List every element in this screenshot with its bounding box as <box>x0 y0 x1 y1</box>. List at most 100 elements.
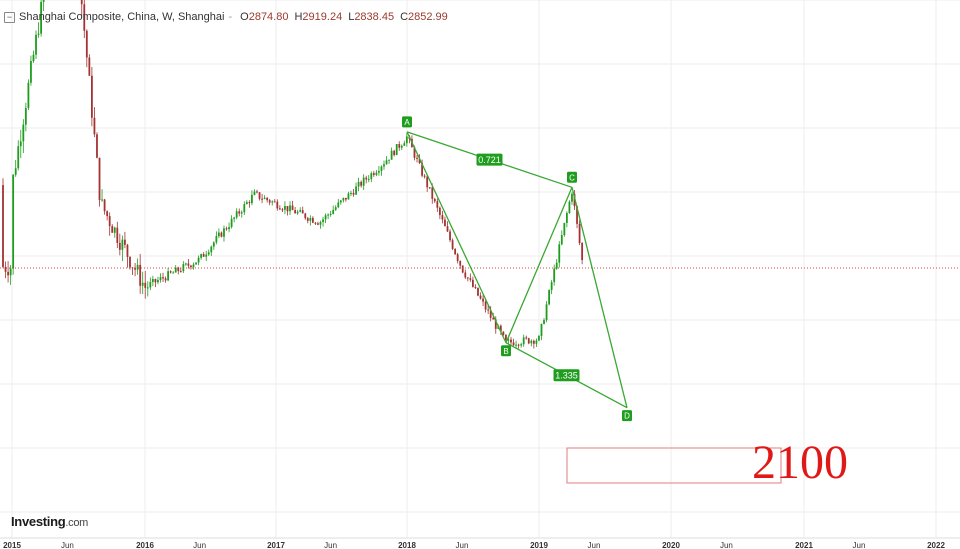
candle-body <box>474 286 477 288</box>
candle-body <box>91 75 93 118</box>
candle-body <box>121 239 124 250</box>
candle-body <box>365 177 368 180</box>
candle-body <box>573 193 576 207</box>
candle-body <box>393 150 396 156</box>
target-price-label: 2100 <box>752 436 848 489</box>
candle-body <box>525 337 528 339</box>
candle-body <box>169 271 172 273</box>
candle-body <box>184 263 187 265</box>
abcd-pattern[interactable]: 0.721 1.335 A B C D <box>402 116 632 422</box>
ohlc-value-close: 2852.99 <box>408 11 448 23</box>
candle-body <box>124 239 126 245</box>
ohlc-value-low: 2838.45 <box>354 11 395 23</box>
candle-body <box>276 201 279 209</box>
point-marker-bg <box>501 345 511 357</box>
candle-body <box>383 164 385 167</box>
candle-body <box>416 157 418 159</box>
candle-body <box>281 209 284 211</box>
candle-body <box>489 310 492 318</box>
candle-body <box>177 267 180 272</box>
ratio-label-bg <box>476 153 503 166</box>
candle-body <box>565 213 568 223</box>
candle-body <box>243 204 246 213</box>
x-tick-label: 2015 <box>3 541 21 549</box>
x-tick-label: Jun <box>853 541 866 549</box>
point-marker-bg <box>622 410 632 422</box>
candle-body <box>502 331 505 335</box>
candle-body <box>403 143 406 146</box>
candle-body <box>388 159 390 161</box>
x-tick-label: 2019 <box>530 541 548 549</box>
candle-body <box>162 277 164 279</box>
collapse-minus-icon[interactable]: − <box>4 11 15 23</box>
candle-body <box>543 320 545 324</box>
candle-body <box>456 254 459 261</box>
candle-body <box>294 210 296 214</box>
candle-body <box>385 160 388 165</box>
ohlc-key-high: H <box>294 11 303 23</box>
candle-body <box>151 279 154 282</box>
candle-body <box>482 298 484 302</box>
candle-body <box>532 340 535 344</box>
candle-body <box>85 30 88 58</box>
candle-body <box>154 279 157 283</box>
candle-body <box>301 210 304 214</box>
candle-body <box>271 201 274 203</box>
candle-body <box>27 82 30 108</box>
candle-body <box>558 244 561 263</box>
candle-body <box>492 317 495 320</box>
candle-body <box>111 226 114 233</box>
candle-body <box>205 254 208 257</box>
candle-body <box>12 174 15 269</box>
candle-body <box>251 194 253 204</box>
candle-body <box>322 219 324 223</box>
point-label-A: A <box>404 118 410 127</box>
candle-body <box>449 231 451 241</box>
dropdown-dash-icon[interactable]: - <box>228 11 233 23</box>
x-tick-label: 2017 <box>267 541 285 549</box>
candle-body <box>98 157 101 201</box>
candle-body <box>14 168 17 175</box>
candle-body <box>451 240 454 249</box>
candle-body <box>507 339 510 341</box>
candle-body <box>469 278 472 280</box>
candle-body <box>426 176 429 188</box>
candle-body <box>139 264 142 286</box>
candle-body <box>118 242 121 250</box>
investing-logo[interactable]: Investing.com <box>11 514 88 529</box>
candle-body <box>136 264 139 270</box>
brand-suffix: .com <box>65 517 89 529</box>
candle-body <box>278 208 281 210</box>
candle-body <box>390 150 393 160</box>
candle-body <box>515 344 517 346</box>
candle-body <box>291 205 294 211</box>
candle-body <box>258 192 261 199</box>
candle-body <box>42 0 45 2</box>
candle-body <box>520 344 523 346</box>
candle-body <box>306 218 309 221</box>
candle-body <box>273 201 276 203</box>
candle-body <box>32 54 35 62</box>
candlestick-series <box>2 0 584 349</box>
x-tick-label: Jun <box>588 541 601 549</box>
candle-body <box>17 146 20 169</box>
candle-body <box>304 213 307 219</box>
candle-body <box>527 338 530 344</box>
candle-body <box>479 295 482 299</box>
x-tick-label: Jun <box>61 541 74 549</box>
candle-body <box>146 287 149 289</box>
candle-body <box>535 340 538 344</box>
x-tick-label: 2018 <box>398 541 416 549</box>
point-label-D: D <box>624 412 630 421</box>
candle-body <box>484 301 487 310</box>
x-tick-label: Jun <box>720 541 733 549</box>
candle-body <box>35 34 37 55</box>
symbol-legend: − Shanghai Composite, China, W, Shanghai… <box>4 9 448 25</box>
candle-body <box>286 206 289 212</box>
candle-body <box>24 107 27 125</box>
candle-body <box>261 198 263 200</box>
candle-body <box>563 222 566 236</box>
candle-body <box>253 191 256 195</box>
candle-body <box>553 268 556 283</box>
